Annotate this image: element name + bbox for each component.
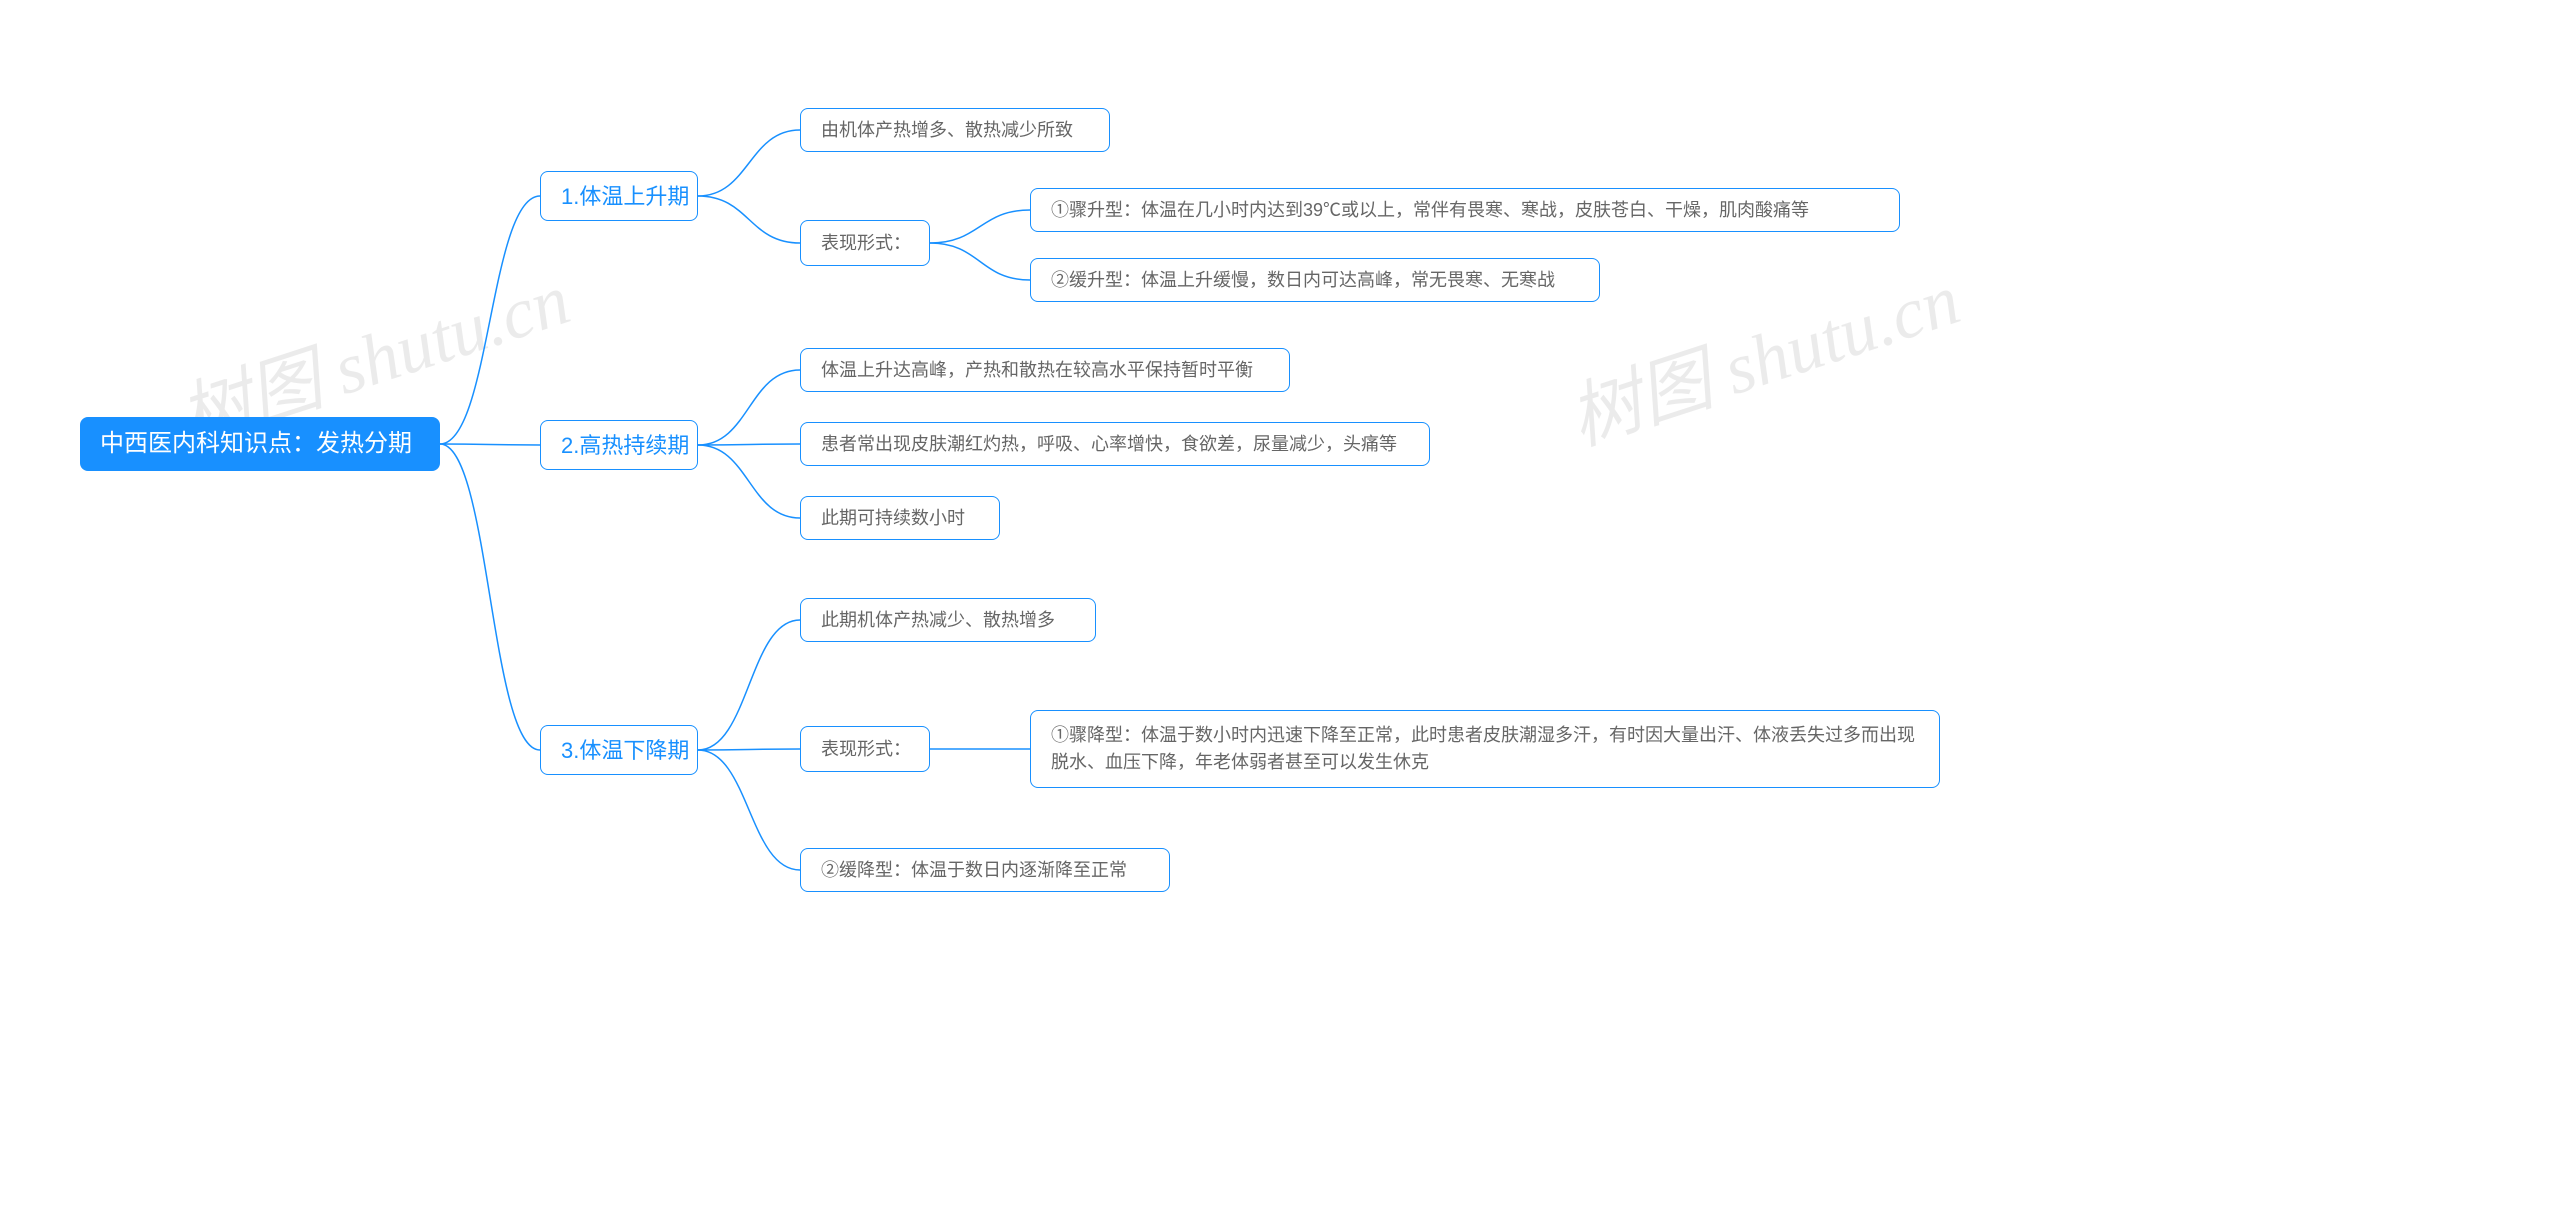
leaf-b1c2b-label: ②缓升型：体温上升缓慢，数日内可达高峰，常无畏寒、无寒战 — [1051, 267, 1555, 294]
branch-1-label: 1.体温上升期 — [561, 180, 689, 213]
leaf-b3c1-label: 此期机体产热减少、散热增多 — [821, 607, 1055, 634]
watermark-2: 树图 shutu.cn — [1554, 240, 1971, 465]
leaf-b3c2a-label: ①骤降型：体温于数小时内迅速下降至正常，此时患者皮肤潮湿多汗，有时因大量出汗、体… — [1051, 722, 1919, 776]
leaf-b3c2a[interactable]: ①骤降型：体温于数小时内迅速下降至正常，此时患者皮肤潮湿多汗，有时因大量出汗、体… — [1030, 710, 1940, 788]
branch-3[interactable]: 3.体温下降期 — [540, 725, 698, 775]
leaf-b3c2[interactable]: 表现形式： — [800, 726, 930, 772]
leaf-b3c3[interactable]: ②缓降型：体温于数日内逐渐降至正常 — [800, 848, 1170, 892]
mindmap-canvas: 树图 shutu.cn 树图 shutu.cn 中西医内科知识点：发热分期 1.… — [0, 0, 2560, 1211]
edge-layer — [0, 0, 2560, 1211]
branch-2[interactable]: 2.高热持续期 — [540, 420, 698, 470]
leaf-b3c2-label: 表现形式： — [821, 736, 911, 763]
branch-2-label: 2.高热持续期 — [561, 429, 689, 462]
leaf-b2c1[interactable]: 体温上升达高峰，产热和散热在较高水平保持暂时平衡 — [800, 348, 1290, 392]
leaf-b1c1[interactable]: 由机体产热增多、散热减少所致 — [800, 108, 1110, 152]
root-node[interactable]: 中西医内科知识点：发热分期 — [80, 417, 440, 471]
leaf-b2c3-label: 此期可持续数小时 — [821, 505, 965, 532]
leaf-b1c2a[interactable]: ①骤升型：体温在几小时内达到39℃或以上，常伴有畏寒、寒战，皮肤苍白、干燥，肌肉… — [1030, 188, 1900, 232]
leaf-b1c2[interactable]: 表现形式： — [800, 220, 930, 266]
leaf-b2c2[interactable]: 患者常出现皮肤潮红灼热，呼吸、心率增快，食欲差，尿量减少，头痛等 — [800, 422, 1430, 466]
branch-3-label: 3.体温下降期 — [561, 734, 689, 767]
leaf-b2c3[interactable]: 此期可持续数小时 — [800, 496, 1000, 540]
leaf-b1c1-label: 由机体产热增多、散热减少所致 — [821, 117, 1073, 144]
leaf-b1c2a-label: ①骤升型：体温在几小时内达到39℃或以上，常伴有畏寒、寒战，皮肤苍白、干燥，肌肉… — [1051, 197, 1809, 224]
leaf-b3c3-label: ②缓降型：体温于数日内逐渐降至正常 — [821, 857, 1127, 884]
leaf-b1c2b[interactable]: ②缓升型：体温上升缓慢，数日内可达高峰，常无畏寒、无寒战 — [1030, 258, 1600, 302]
root-label: 中西医内科知识点：发热分期 — [100, 426, 412, 462]
leaf-b3c1[interactable]: 此期机体产热减少、散热增多 — [800, 598, 1096, 642]
branch-1[interactable]: 1.体温上升期 — [540, 171, 698, 221]
leaf-b2c2-label: 患者常出现皮肤潮红灼热，呼吸、心率增快，食欲差，尿量减少，头痛等 — [821, 431, 1397, 458]
leaf-b2c1-label: 体温上升达高峰，产热和散热在较高水平保持暂时平衡 — [821, 357, 1253, 384]
leaf-b1c2-label: 表现形式： — [821, 230, 911, 257]
